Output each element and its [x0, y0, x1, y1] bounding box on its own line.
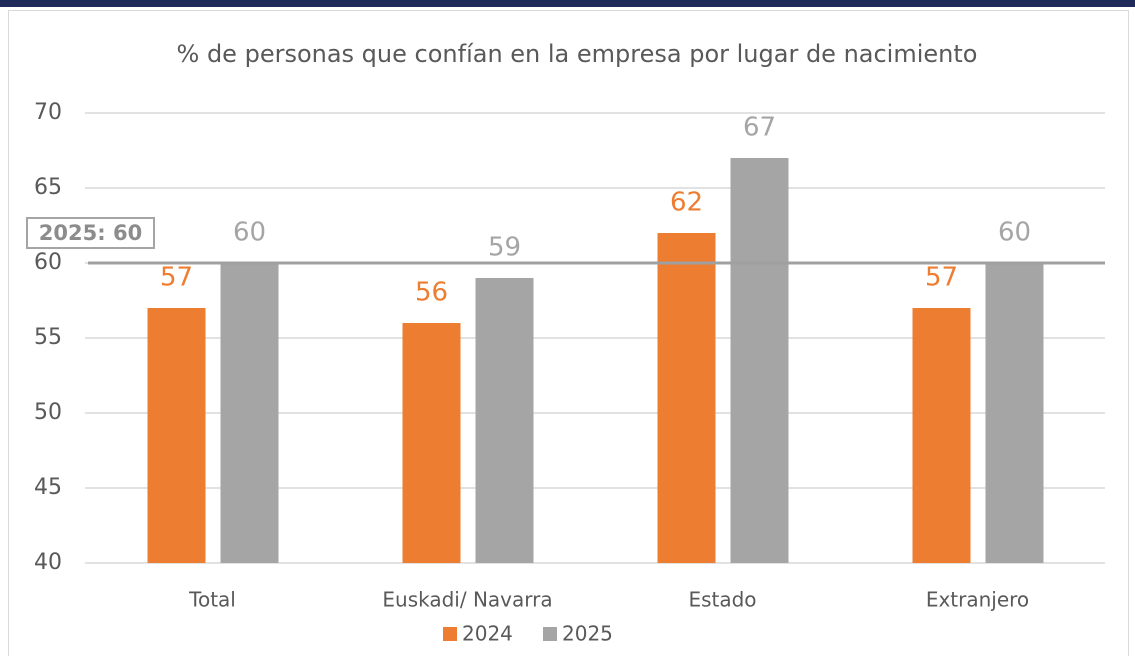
y-tick-label: 45	[34, 475, 62, 500]
data-label: 62	[670, 188, 703, 218]
bar	[657, 233, 716, 563]
y-tick-label: 40	[34, 550, 62, 575]
chart-title: % de personas que confían en la empresa …	[177, 40, 978, 68]
bar	[147, 308, 206, 563]
y-tick-label: 60	[34, 250, 62, 275]
data-label: 60	[998, 218, 1031, 248]
y-tick-label: 55	[34, 325, 62, 350]
legend-swatch	[543, 627, 557, 641]
legend-label: 2025	[562, 622, 613, 646]
data-label: 57	[925, 263, 958, 293]
bar	[912, 308, 971, 563]
legend-swatch	[443, 627, 457, 641]
data-label: 59	[488, 233, 521, 263]
bar	[985, 263, 1044, 563]
data-label: 56	[415, 278, 448, 308]
x-tick-label: Extranjero	[926, 588, 1029, 612]
reference-label-box	[26, 217, 155, 249]
y-tick-label: 70	[34, 100, 62, 125]
y-tick-label: 65	[34, 175, 62, 200]
bar	[730, 158, 789, 563]
data-label: 67	[743, 113, 776, 143]
bar	[402, 323, 461, 563]
data-label: 60	[233, 218, 266, 248]
x-tick-label: Estado	[688, 588, 756, 612]
bar	[220, 263, 279, 563]
y-tick-label: 50	[34, 400, 62, 425]
bar	[475, 278, 534, 563]
data-label: 57	[160, 263, 193, 293]
legend-label: 2024	[462, 622, 513, 646]
reference-label: 2025: 60	[39, 221, 142, 245]
top-band	[0, 0, 1135, 7]
x-tick-label: Euskadi/ Navarra	[382, 588, 552, 612]
x-tick-label: Total	[188, 588, 236, 612]
